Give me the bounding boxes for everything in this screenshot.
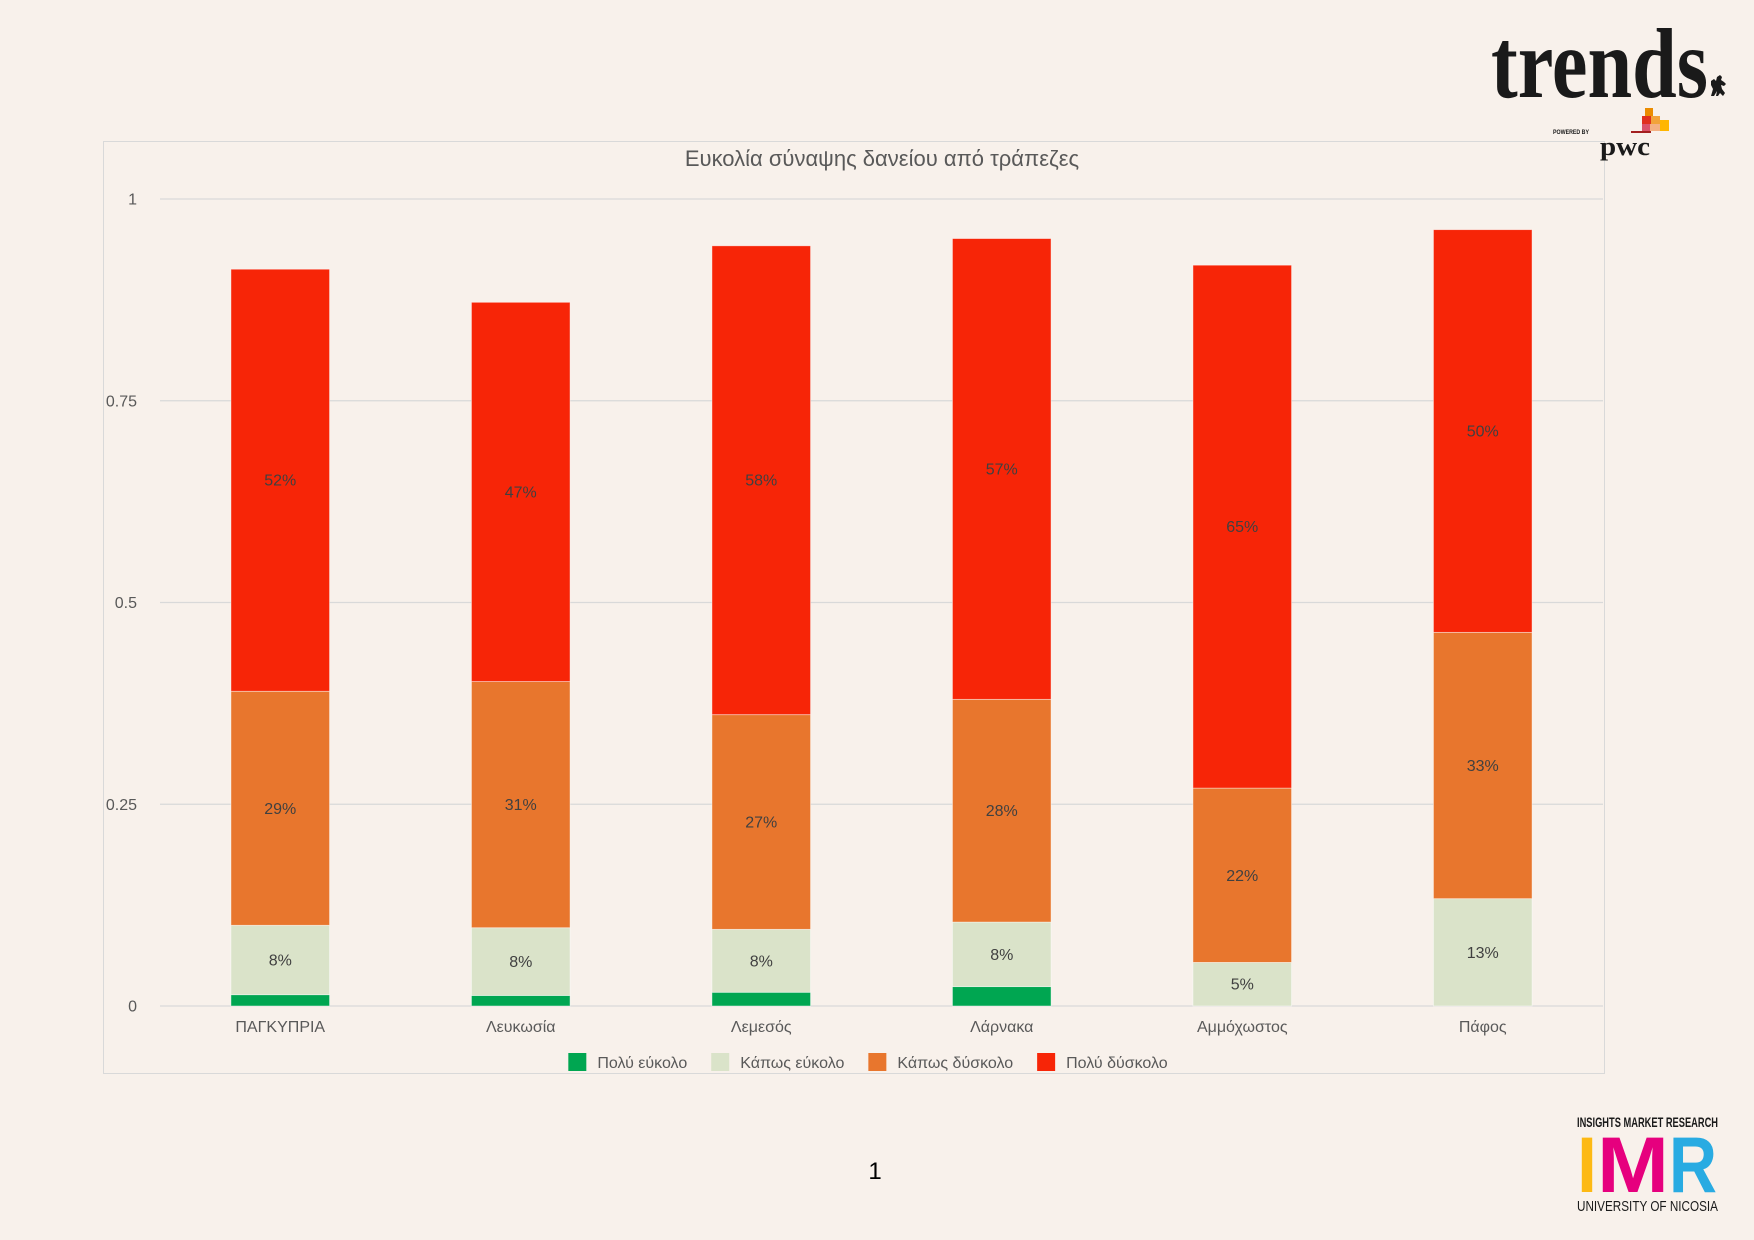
data-label: 29%	[264, 801, 296, 818]
pwc-block	[1650, 124, 1660, 131]
legend-label: Κάπως εύκολο	[740, 1055, 844, 1072]
legend-label: Πολύ δύσκολο	[1066, 1055, 1168, 1072]
x-tick-label: Πάφος	[1459, 1019, 1507, 1036]
bar-segment-very-difficult	[230, 268, 330, 692]
bar-segment-very-easy	[711, 991, 811, 1007]
x-tick-label: Αμμόχωστος	[1197, 1019, 1288, 1036]
bar-segment-somewhat-easy	[1433, 898, 1533, 1007]
page-number: 1	[868, 1158, 882, 1185]
bar-stack	[952, 238, 1052, 1007]
pwc-block	[1645, 108, 1653, 116]
imr-letter-m: M	[1597, 1120, 1669, 1209]
y-tick-label: 0.5	[115, 595, 137, 612]
bar-segment-somewhat-difficult	[1433, 631, 1533, 900]
bar-stack	[1192, 264, 1292, 1007]
data-label: 33%	[1467, 758, 1499, 775]
legend-item-somewhat-easy: Κάπως εύκολο	[711, 1053, 844, 1072]
x-tick-label: ΠΑΓΚΥΠΡΙΑ	[235, 1019, 325, 1036]
y-tick-label: 0.75	[106, 393, 137, 410]
legend-swatch	[1037, 1053, 1056, 1071]
data-labels: 8% 29% 52% 8% 31% 47% 8% 27% 58% 8% 28% 57% 5% 22% 65%…	[264, 424, 1499, 994]
y-tick-label: 0.25	[106, 797, 137, 814]
data-label: 8%	[990, 947, 1013, 964]
imr-tagline: INSIGHTS MARKET RESEARCH	[1577, 1114, 1718, 1130]
bar-segment-very-difficult	[952, 238, 1052, 700]
imr-letter-i: I	[1577, 1120, 1597, 1209]
legend-label: Πολύ εύκολο	[597, 1055, 687, 1072]
x-tick-label: Λευκωσία	[486, 1019, 556, 1036]
y-tick-label: 1	[128, 192, 137, 209]
pwc-block	[1651, 116, 1660, 124]
pwc-wordmark: pwc	[1600, 132, 1650, 161]
legend: Πολύ εύκολο Κάπως εύκολο Κάπως δύσκολο Πολύ…	[568, 1053, 1168, 1072]
bar-stack	[711, 245, 811, 1007]
legend-item-very-difficult: Πολύ δύσκολο	[1037, 1053, 1168, 1072]
bar-segment-somewhat-easy	[711, 928, 811, 993]
gridlines	[160, 198, 1603, 1007]
data-label: 8%	[269, 953, 292, 970]
bars	[230, 229, 1533, 1007]
chart-area: Ευκολία σύναψης δανείου από τράπεζες 0 0.…	[103, 141, 1605, 1074]
powered-by-label: POWERED BY	[1553, 129, 1590, 136]
x-axis-labels: ΠΑΓΚΥΠΡΙΑ Λευκωσία Λεμεσός Λάρνακα Αμμόχωστο…	[235, 1019, 1507, 1036]
legend-item-somewhat-difficult: Κάπως δύσκολο	[868, 1053, 1013, 1072]
data-label: 57%	[986, 461, 1018, 478]
bar-segment-very-difficult	[471, 301, 571, 682]
bar-segment-very-difficult	[711, 245, 811, 716]
pwc-block	[1660, 120, 1669, 131]
data-label: 65%	[1226, 519, 1258, 536]
pwc-block	[1631, 131, 1651, 133]
legend-swatch	[868, 1053, 887, 1071]
x-tick-label: Λεμεσός	[731, 1019, 792, 1036]
bar-segment-very-difficult	[1433, 229, 1533, 633]
bar-segment-somewhat-difficult	[230, 690, 330, 926]
bar-segment-somewhat-easy	[230, 924, 330, 996]
imr-letter-r: R	[1669, 1120, 1717, 1209]
bar-segment-very-easy	[471, 995, 571, 1007]
data-label: 28%	[986, 803, 1018, 820]
data-label: 31%	[505, 797, 537, 814]
data-label: 8%	[750, 953, 773, 970]
x-tick-label: Λάρνακα	[970, 1019, 1033, 1036]
trends-logo: trends POWERED BY pwc	[1491, 8, 1726, 161]
legend-item-very-easy: Πολύ εύκολο	[568, 1053, 687, 1072]
data-label: 52%	[264, 473, 296, 490]
lion-emblem-icon	[1711, 75, 1726, 96]
data-label: 8%	[509, 954, 532, 971]
bar-stack	[1433, 229, 1533, 1007]
bar-segment-somewhat-difficult	[711, 714, 811, 930]
chart-title: Ευκολία σύναψης δανείου από τράπεζες	[685, 146, 1079, 171]
data-label: 13%	[1467, 945, 1499, 962]
bar-segment-very-difficult	[1192, 264, 1292, 789]
imr-logo: INSIGHTS MARKET RESEARCH I M R UNIVERSIT…	[1577, 1114, 1718, 1215]
imr-university-label: UNIVERSITY OF NICOSIA	[1577, 1198, 1718, 1215]
bar-segment-somewhat-difficult	[952, 698, 1052, 923]
pwc-block	[1642, 124, 1650, 131]
bar-stack	[230, 268, 330, 1007]
data-label: 5%	[1231, 977, 1254, 994]
legend-label: Κάπως δύσκολο	[897, 1055, 1013, 1072]
data-label: 47%	[505, 484, 537, 501]
pwc-block	[1642, 116, 1651, 124]
trends-wordmark: trends	[1491, 8, 1708, 119]
legend-swatch	[711, 1053, 730, 1071]
data-label: 58%	[745, 473, 777, 490]
stacked-bar-chart: Ευκολία σύναψης δανείου από τράπεζες 0 0.…	[106, 146, 1603, 1072]
bar-segment-somewhat-easy	[952, 921, 1052, 988]
bar-segment-very-easy	[230, 994, 330, 1007]
legend-swatch	[568, 1053, 587, 1071]
data-label: 22%	[1226, 868, 1258, 885]
bar-stack	[471, 301, 571, 1007]
bar-segment-very-easy	[952, 986, 1052, 1007]
pwc-logo-mark	[1631, 108, 1669, 133]
data-label: 27%	[745, 815, 777, 832]
bar-segment-somewhat-difficult	[471, 681, 571, 929]
bar-segment-somewhat-easy	[1192, 962, 1292, 1007]
data-label: 50%	[1467, 424, 1499, 441]
bar-segment-somewhat-difficult	[1192, 787, 1292, 963]
y-tick-label: 0	[128, 999, 137, 1016]
y-axis-labels: 0 0.25 0.5 0.75 1	[106, 192, 137, 1016]
